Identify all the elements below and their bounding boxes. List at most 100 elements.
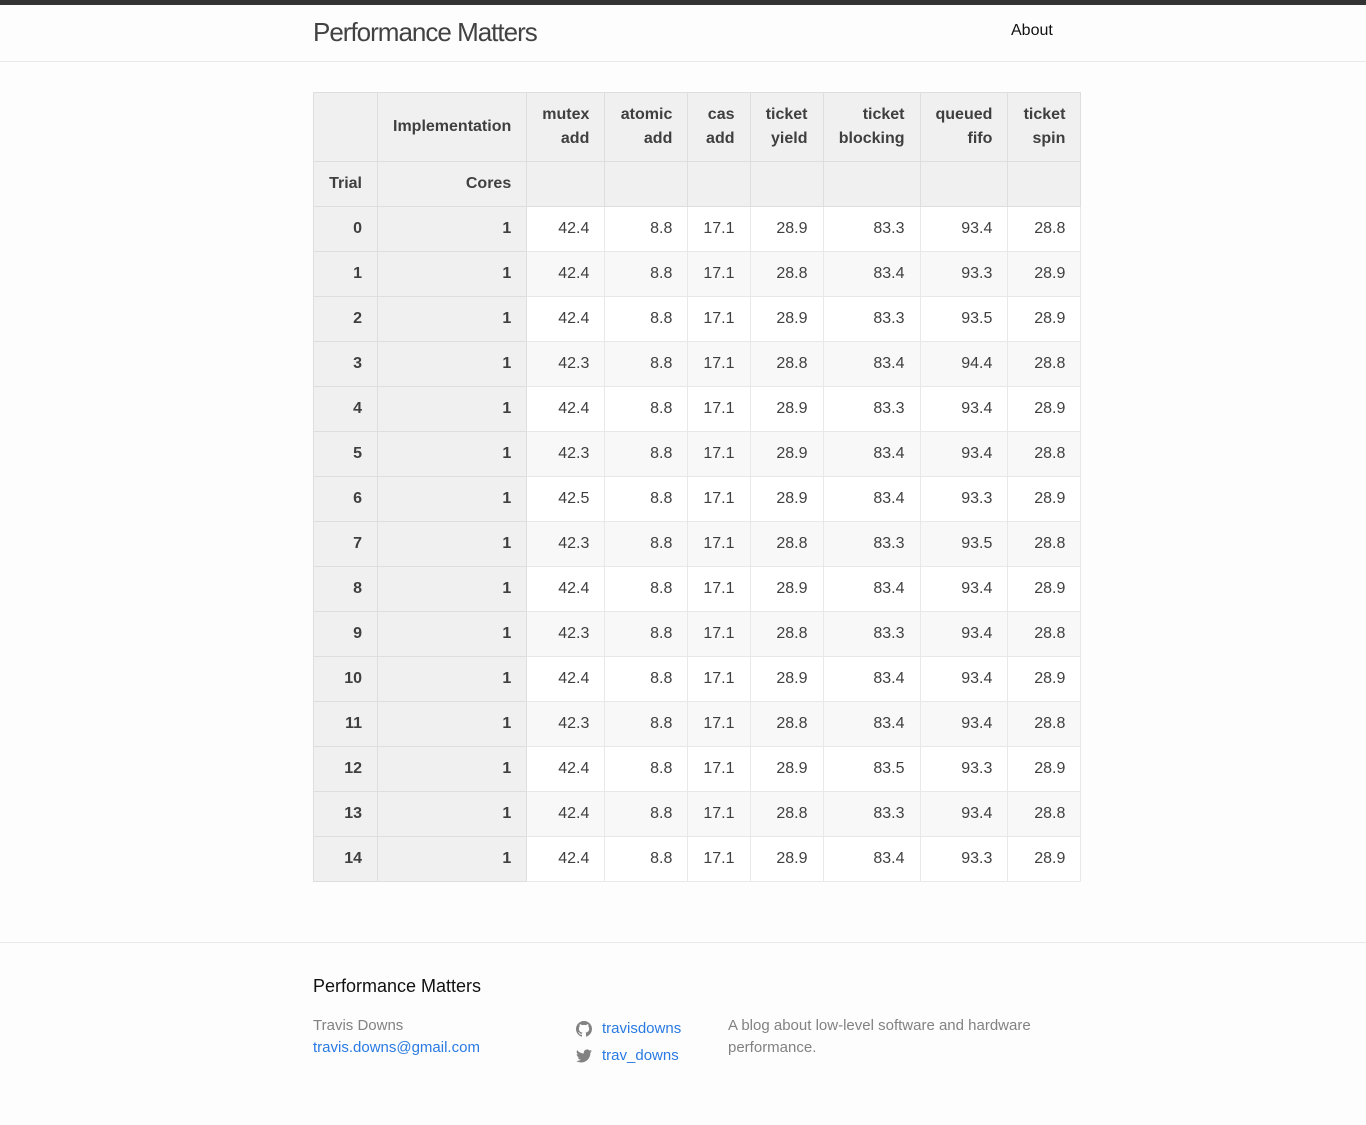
value-cell: 28.8	[1007, 341, 1082, 387]
cores-cell: 1	[376, 431, 528, 477]
value-cell: 42.4	[526, 836, 606, 882]
column-header: atomic add	[604, 92, 689, 162]
value-cell: 17.1	[687, 521, 751, 567]
trial-cell: 10	[313, 656, 378, 702]
trial-cell: 1	[313, 251, 378, 297]
trial-cell: 14	[313, 836, 378, 882]
author-name: Travis Downs	[313, 1017, 404, 1034]
value-cell: 8.8	[604, 431, 689, 477]
github-link[interactable]: travisdowns	[576, 1015, 681, 1042]
empty-header-cell	[1007, 161, 1082, 207]
trial-cell: 4	[313, 386, 378, 432]
value-cell: 42.4	[526, 251, 606, 297]
value-cell: 17.1	[687, 701, 751, 747]
main-content: Implementation mutex add atomic add cas …	[313, 92, 1082, 882]
value-cell: 17.1	[687, 611, 751, 657]
empty-header-cell	[919, 161, 1009, 207]
table-row: 3 1 42.3 8.8 17.1 28.8 83.4 94.4 28.8	[313, 341, 1082, 387]
table-row: 6 1 42.5 8.8 17.1 28.9 83.4 93.3 28.9	[313, 476, 1082, 522]
corner-header-cell	[313, 92, 378, 162]
github-username[interactable]: travisdowns	[602, 1020, 682, 1037]
value-cell: 8.8	[604, 521, 689, 567]
value-cell: 28.9	[1007, 251, 1082, 297]
value-cell: 42.4	[526, 566, 606, 612]
table-row: 11 1 42.3 8.8 17.1 28.8 83.4 93.4 28.8	[313, 701, 1082, 747]
value-cell: 28.9	[749, 476, 824, 522]
cores-cell: 1	[376, 791, 528, 837]
cores-cell: 1	[376, 521, 528, 567]
site-footer: Performance Matters Travis Downs travis.…	[0, 942, 1366, 1125]
value-cell: 42.3	[526, 611, 606, 657]
value-cell: 42.3	[526, 701, 606, 747]
value-cell: 42.4	[526, 791, 606, 837]
value-cell: 42.3	[526, 341, 606, 387]
value-cell: 28.9	[1007, 746, 1082, 792]
value-cell: 28.9	[749, 566, 824, 612]
value-cell: 28.9	[749, 431, 824, 477]
value-cell: 42.4	[526, 296, 606, 342]
value-cell: 28.9	[1007, 836, 1082, 882]
value-cell: 93.4	[919, 206, 1009, 252]
trial-cell: 12	[313, 746, 378, 792]
column-header: queued fifo	[919, 92, 1009, 162]
value-cell: 83.5	[822, 746, 921, 792]
trial-cell: 3	[313, 341, 378, 387]
twitter-username[interactable]: trav_downs	[602, 1047, 679, 1064]
table-row: 1 1 42.4 8.8 17.1 28.8 83.4 93.3 28.9	[313, 251, 1082, 297]
value-cell: 93.4	[919, 386, 1009, 432]
trial-cell: 5	[313, 431, 378, 477]
value-cell: 42.4	[526, 386, 606, 432]
value-cell: 28.9	[1007, 566, 1082, 612]
value-cell: 83.4	[822, 431, 921, 477]
table-row: 14 1 42.4 8.8 17.1 28.9 83.4 93.3 28.9	[313, 836, 1082, 882]
value-cell: 28.8	[1007, 431, 1082, 477]
footer-heading: Performance Matters	[313, 976, 482, 996]
value-cell: 28.8	[1007, 701, 1082, 747]
value-cell: 17.1	[687, 251, 751, 297]
table-row: 13 1 42.4 8.8 17.1 28.8 83.3 93.4 28.8	[313, 791, 1082, 837]
value-cell: 8.8	[604, 701, 689, 747]
value-cell: 28.9	[749, 386, 824, 432]
value-cell: 17.1	[687, 476, 751, 522]
value-cell: 8.8	[604, 836, 689, 882]
site-description: A blog about low-level software and hard…	[728, 1017, 1031, 1056]
table-row: 9 1 42.3 8.8 17.1 28.8 83.3 93.4 28.8	[313, 611, 1082, 657]
author-email-link[interactable]: travis.downs@gmail.com	[313, 1039, 480, 1056]
table-body: 0 1 42.4 8.8 17.1 28.9 83.3 93.4 28.8 1 1 42.4 8.8 17…	[313, 206, 1082, 882]
value-cell: 8.8	[604, 341, 689, 387]
value-cell: 93.5	[919, 296, 1009, 342]
trial-index-header: Trial	[313, 161, 378, 207]
trial-cell: 13	[313, 791, 378, 837]
value-cell: 42.4	[526, 206, 606, 252]
cores-cell: 1	[376, 566, 528, 612]
value-cell: 28.9	[749, 656, 824, 702]
value-cell: 28.8	[1007, 521, 1082, 567]
value-cell: 8.8	[604, 611, 689, 657]
value-cell: 8.8	[604, 296, 689, 342]
table-row: 0 1 42.4 8.8 17.1 28.9 83.3 93.4 28.8	[313, 206, 1082, 252]
github-icon	[576, 1020, 592, 1037]
value-cell: 94.4	[919, 341, 1009, 387]
value-cell: 28.8	[749, 701, 824, 747]
value-cell: 17.1	[687, 656, 751, 702]
value-cell: 28.8	[749, 791, 824, 837]
value-cell: 28.9	[1007, 476, 1082, 522]
column-header: ticket spin	[1007, 92, 1082, 162]
cores-index-header: Cores	[376, 161, 528, 207]
column-header: mutex add	[526, 92, 606, 162]
value-cell: 17.1	[687, 566, 751, 612]
value-cell: 93.4	[919, 566, 1009, 612]
value-cell: 93.5	[919, 521, 1009, 567]
trial-cell: 2	[313, 296, 378, 342]
site-title[interactable]: Performance Matters	[313, 17, 538, 47]
empty-header-cell	[526, 161, 606, 207]
value-cell: 8.8	[604, 476, 689, 522]
table-row: 7 1 42.3 8.8 17.1 28.8 83.3 93.5 28.8	[313, 521, 1082, 567]
twitter-link[interactable]: trav_downs	[576, 1042, 681, 1069]
value-cell: 93.4	[919, 701, 1009, 747]
value-cell: 28.8	[1007, 206, 1082, 252]
nav-about-link[interactable]: About	[1011, 22, 1053, 39]
cores-cell: 1	[376, 611, 528, 657]
value-cell: 28.9	[1007, 656, 1082, 702]
value-cell: 93.3	[919, 476, 1009, 522]
